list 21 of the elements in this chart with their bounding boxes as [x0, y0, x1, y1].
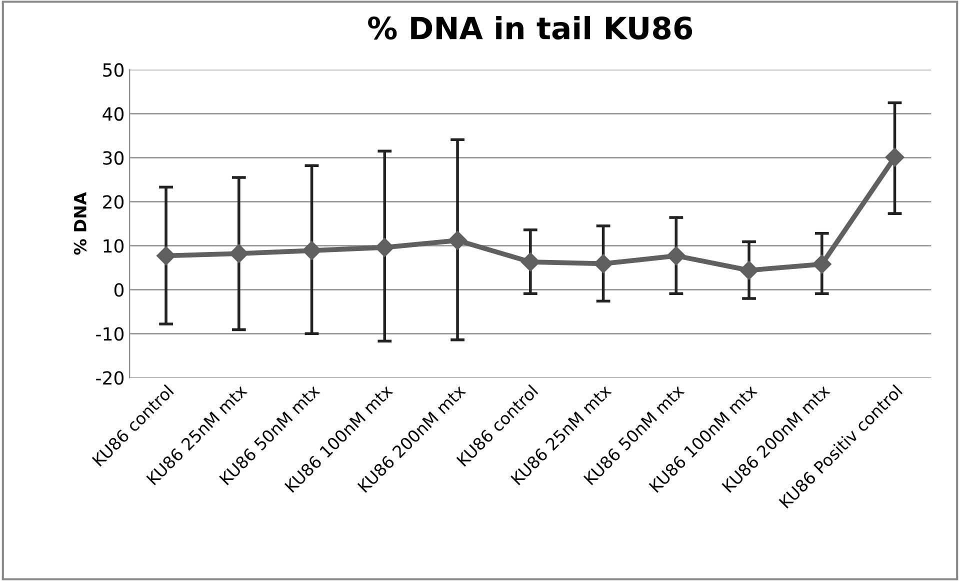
- y-tick-label: 20: [103, 195, 124, 209]
- y-tick-label: 50: [103, 63, 124, 77]
- point: [156, 246, 176, 266]
- point: [302, 240, 322, 260]
- y-tick-label: -10: [96, 327, 124, 341]
- chart-title: % DNA in tail KU86: [368, 16, 692, 40]
- point: [812, 254, 832, 274]
- y-tick-label: 0: [114, 283, 124, 297]
- y-tick-label: 10: [104, 239, 124, 253]
- point: [375, 238, 394, 257]
- point: [229, 244, 248, 264]
- point: [594, 254, 613, 274]
- y-axis-title: % DNA: [74, 192, 86, 255]
- y-tick-label: -20: [96, 371, 124, 385]
- point: [448, 230, 468, 250]
- point: [885, 148, 904, 167]
- point: [520, 252, 540, 272]
- y-tick-label: 40: [102, 107, 124, 121]
- point: [739, 260, 759, 280]
- y-tick-label: 30: [103, 151, 124, 165]
- point: [666, 246, 686, 266]
